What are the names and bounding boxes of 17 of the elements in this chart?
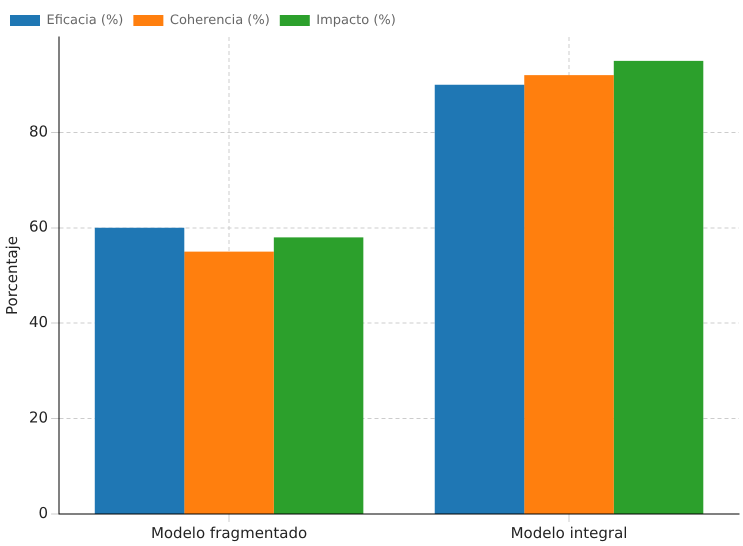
- bar: [184, 252, 274, 514]
- bar: [274, 237, 364, 514]
- y-axis-title: Porcentaje: [2, 236, 21, 315]
- y-tick-label: 80: [28, 122, 48, 140]
- y-tick-label: 40: [28, 313, 48, 332]
- bar: [524, 75, 614, 514]
- legend-label: Coherencia (%): [170, 12, 270, 28]
- y-tick-label: 60: [28, 218, 48, 236]
- bar: [614, 60, 704, 514]
- bar: [434, 84, 524, 514]
- y-tick-label: 20: [28, 408, 48, 426]
- x-tick-label: Modelo integral: [510, 524, 628, 542]
- legend-label: Impacto (%): [316, 12, 396, 28]
- x-tick-label: Modelo fragmentado: [150, 524, 308, 542]
- legend-label: Eficacia (%): [46, 12, 124, 28]
- y-tick-label: 0: [38, 504, 48, 522]
- bar: [94, 228, 184, 514]
